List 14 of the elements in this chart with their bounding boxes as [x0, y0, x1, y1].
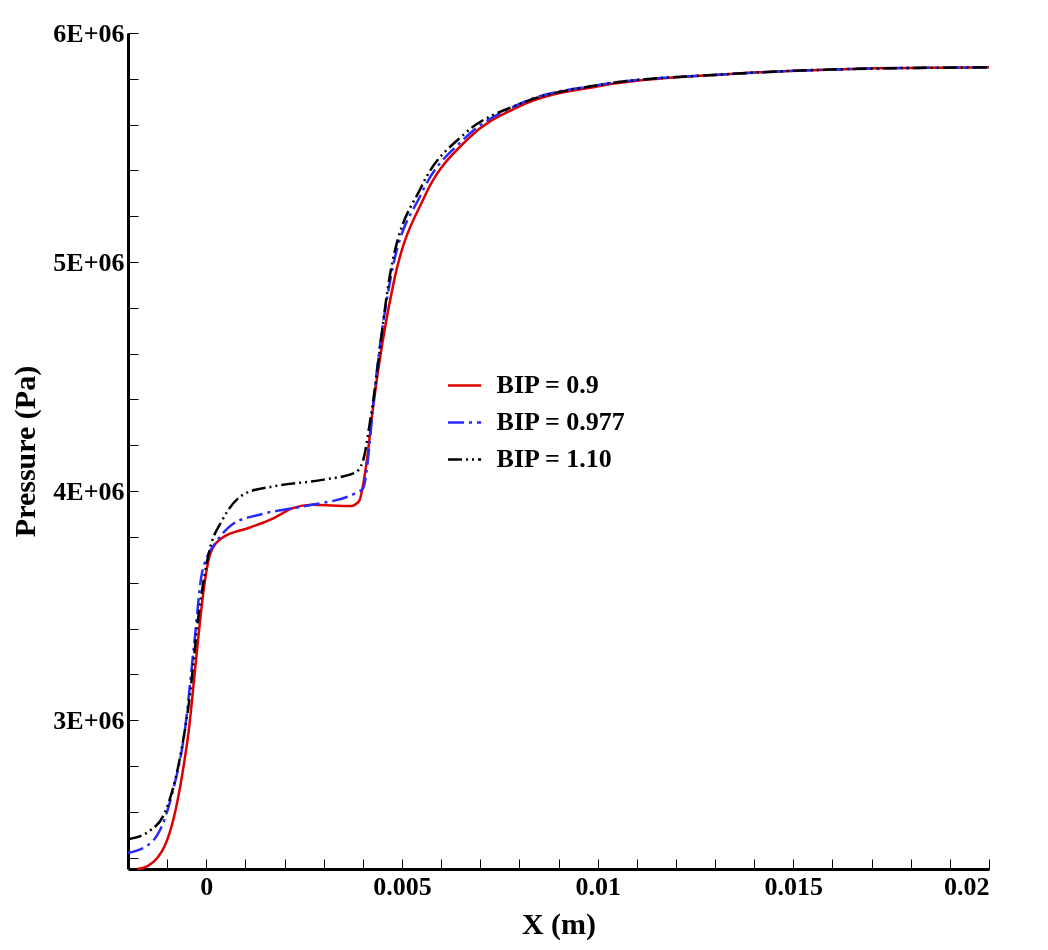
y-tick-label: 3E+06 [53, 705, 125, 735]
legend-label: BIP = 0.977 [496, 407, 625, 437]
y-tick-label: 4E+06 [53, 476, 125, 506]
x-tick-label: 0.02 [944, 871, 990, 901]
y-axis-title: Pressure (Pa) [8, 365, 43, 538]
x-axis-title: X (m) [521, 906, 597, 941]
x-tick-label: 0.01 [575, 871, 621, 901]
x-tick-label: 0.005 [373, 871, 432, 901]
y-tick-label: 5E+06 [53, 247, 125, 277]
legend-label: BIP = 1.10 [496, 444, 612, 474]
y-tick-label: 6E+06 [53, 18, 125, 48]
legend-label: BIP = 0.9 [496, 370, 599, 400]
x-tick-label: 0.015 [764, 871, 824, 901]
x-tick-label: 0 [200, 871, 214, 901]
